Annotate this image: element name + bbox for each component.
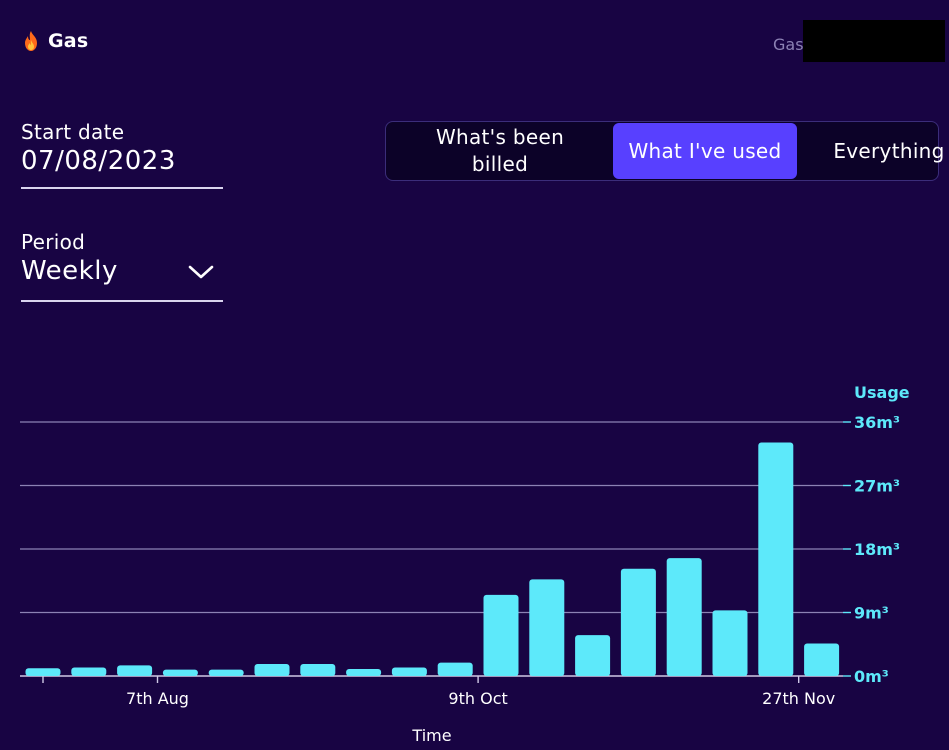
toggle-what-ive-used[interactable]: What I've used (613, 123, 797, 179)
y-axis-label: Usage (854, 383, 910, 402)
toggle-everything[interactable]: Everything (833, 138, 945, 163)
period-label: Period (21, 230, 86, 254)
chart-gridlines (20, 421, 843, 677)
usage-bar[interactable] (483, 594, 519, 676)
x-axis-label: Time (411, 726, 451, 745)
usage-bar[interactable] (575, 635, 611, 676)
chart-bars (25, 442, 840, 676)
usage-bar[interactable] (758, 442, 794, 676)
usage-bar[interactable] (346, 668, 382, 676)
usage-bar[interactable] (666, 558, 702, 676)
page-header: Gas (22, 30, 88, 52)
usage-bar[interactable] (208, 669, 244, 676)
view-toggle: What's been billed What I've used Everyt… (385, 121, 944, 181)
y-tick-label: 18m³ (854, 540, 900, 559)
usage-bar[interactable] (117, 665, 153, 676)
y-tick-label: 9m³ (854, 604, 889, 623)
toggle-whats-been-billed[interactable]: What's been billed (435, 125, 565, 176)
chevron-down-icon[interactable] (188, 264, 214, 280)
start-date-value[interactable]: 07/08/2023 (21, 146, 176, 176)
y-tick-label: 0m³ (854, 667, 889, 686)
flame-icon (25, 31, 37, 51)
usage-bar[interactable] (529, 579, 565, 676)
account-label: Gas (773, 35, 804, 54)
chart-x-ticks: 7th Aug 9th Oct 27th Nov (42, 676, 835, 708)
usage-bar[interactable] (162, 669, 198, 676)
chart-y-ticks: 36m³ 27m³ 18m³ 9m³ 0m³ (843, 413, 900, 686)
x-tick-label: 27th Nov (762, 689, 835, 708)
y-tick-label: 27m³ (854, 477, 900, 496)
usage-bar[interactable] (712, 610, 748, 676)
page-title: Gas (48, 30, 89, 52)
usage-chart: 36m³ 27m³ 18m³ 9m³ 0m³ 7th Aug 9th Oct 27th No… (20, 383, 910, 745)
start-date-field[interactable]: Start date 07/08/2023 (21, 120, 223, 189)
period-value[interactable]: Weekly (21, 256, 118, 286)
start-date-label: Start date (21, 120, 125, 144)
usage-bar[interactable] (391, 667, 427, 676)
usage-bar[interactable] (437, 662, 473, 676)
usage-bar[interactable] (300, 664, 336, 676)
period-select[interactable]: Period Weekly (21, 230, 223, 302)
x-tick-label: 7th Aug (126, 689, 189, 708)
usage-bar[interactable] (804, 643, 840, 676)
usage-bar[interactable] (71, 667, 107, 676)
x-tick-label: 9th Oct (448, 689, 507, 708)
usage-bar[interactable] (25, 668, 61, 676)
usage-bar[interactable] (254, 664, 290, 676)
usage-bar[interactable] (620, 568, 656, 676)
redacted-account-number (803, 20, 945, 62)
y-tick-label: 36m³ (854, 413, 900, 432)
